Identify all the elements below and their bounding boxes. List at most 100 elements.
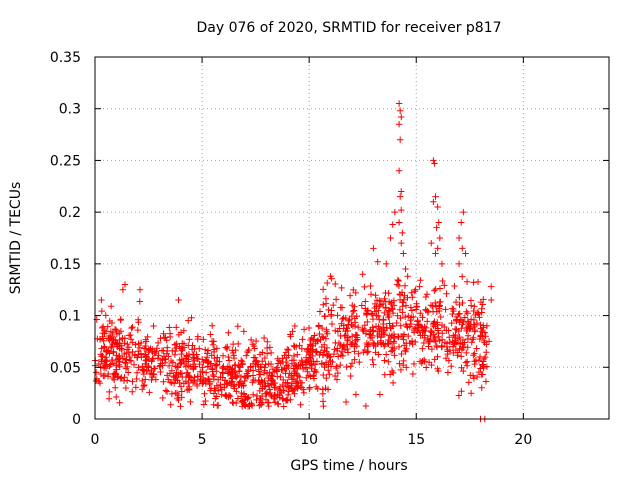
- data-point: [367, 290, 375, 298]
- data-point: [179, 340, 186, 347]
- data-point: [411, 288, 419, 295]
- data-point: [174, 364, 182, 371]
- data-point: [255, 376, 262, 384]
- data-point: [451, 282, 458, 290]
- data-point: [461, 339, 468, 346]
- data-point: [128, 324, 135, 332]
- data-point: [477, 321, 484, 329]
- data-point: [381, 309, 388, 317]
- data-point: [137, 339, 145, 347]
- data-point: [369, 315, 377, 323]
- data-point: [458, 364, 465, 371]
- data-point: [342, 328, 349, 335]
- data-point: [177, 383, 185, 390]
- data-point: [387, 234, 394, 242]
- data-point: [330, 301, 337, 309]
- data-point: [321, 341, 328, 348]
- data-point: [398, 350, 405, 358]
- data-point: [267, 349, 275, 357]
- data-point: [452, 331, 459, 339]
- data-point: [252, 337, 260, 345]
- data-point: [396, 193, 404, 200]
- data-point: [431, 160, 438, 167]
- data-point: [466, 321, 474, 329]
- data-point: [473, 373, 481, 381]
- data-point: [369, 356, 376, 364]
- data-point: [343, 325, 350, 332]
- data-point: [228, 375, 235, 382]
- data-point: [428, 239, 435, 247]
- data-point: [177, 329, 185, 336]
- data-point: [387, 325, 395, 332]
- data-point: [230, 354, 238, 362]
- data-point: [166, 378, 174, 386]
- data-point: [107, 344, 115, 351]
- data-point: [100, 337, 107, 345]
- data-point: [210, 376, 218, 383]
- data-point: [488, 283, 495, 290]
- data-point: [210, 401, 217, 408]
- data-point: [471, 303, 478, 310]
- data-point: [198, 356, 206, 363]
- data-point: [459, 299, 466, 307]
- data-point: [305, 357, 312, 365]
- data-point: [207, 385, 215, 392]
- data-point: [324, 386, 332, 393]
- data-point: [450, 307, 457, 315]
- data-point: [449, 310, 456, 318]
- data-point: [320, 334, 327, 341]
- data-point: [174, 377, 181, 384]
- data-point: [173, 363, 181, 370]
- data-point: [321, 313, 329, 320]
- data-point: [323, 361, 330, 369]
- data-point: [208, 322, 216, 329]
- data-point: [434, 203, 441, 211]
- data-point: [435, 367, 442, 375]
- data-point: [395, 219, 403, 226]
- data-point: [400, 357, 407, 365]
- data-point: [448, 363, 455, 370]
- data-point: [359, 327, 367, 335]
- data-point: [129, 339, 136, 346]
- data-point: [405, 312, 412, 320]
- data-point: [239, 360, 246, 368]
- data-point: [380, 342, 388, 350]
- data-point: [400, 331, 408, 338]
- data-point: [110, 348, 117, 355]
- data-point: [433, 224, 440, 231]
- data-point: [400, 336, 407, 343]
- data-point: [220, 363, 227, 370]
- data-point: [290, 375, 297, 383]
- data-point: [127, 331, 134, 339]
- data-point: [178, 350, 185, 358]
- data-point: [403, 345, 410, 352]
- data-point: [271, 379, 279, 387]
- data-point: [279, 395, 287, 403]
- data-point: [464, 344, 471, 351]
- data-point: [331, 372, 339, 380]
- data-point: [432, 338, 439, 345]
- data-point: [241, 377, 248, 385]
- data-point: [149, 373, 156, 381]
- data-point: [102, 312, 109, 319]
- data-point: [323, 326, 330, 333]
- data-point: [483, 349, 490, 356]
- data-point: [305, 345, 312, 352]
- data-point: [325, 367, 332, 374]
- data-point: [262, 361, 269, 368]
- data-point: [352, 391, 360, 398]
- data-point: [154, 339, 162, 347]
- data-point: [258, 392, 266, 400]
- data-point: [161, 355, 169, 363]
- data-point: [101, 372, 108, 379]
- data-point: [154, 355, 162, 362]
- data-point: [112, 362, 120, 369]
- data-point: [406, 340, 413, 347]
- data-point: [362, 298, 369, 305]
- data-point: [458, 388, 465, 395]
- data-point: [200, 401, 208, 408]
- data-point: [145, 362, 152, 370]
- data-point: [482, 378, 490, 385]
- data-point: [409, 294, 416, 301]
- data-point: [363, 349, 371, 356]
